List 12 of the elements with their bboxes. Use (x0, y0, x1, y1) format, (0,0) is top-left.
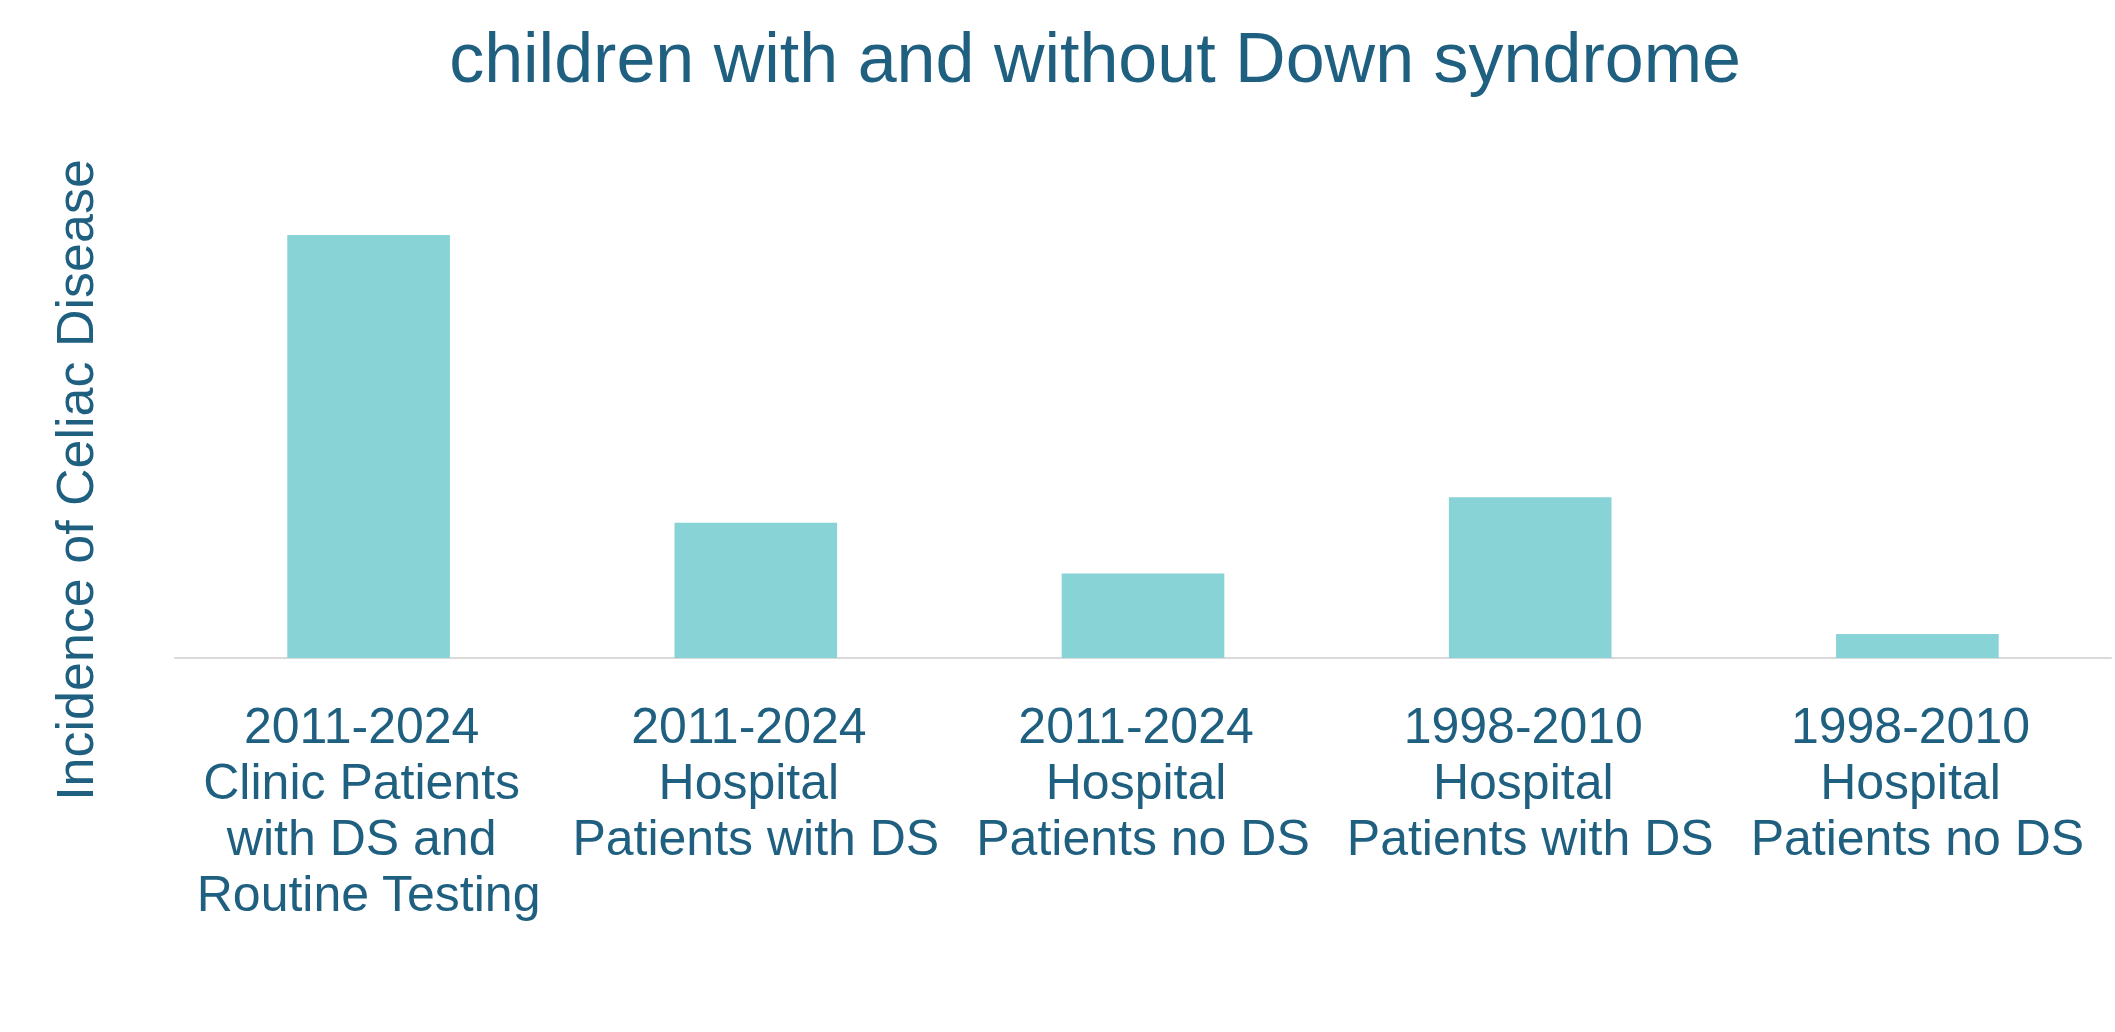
x-tick-label: 1998-2010 Hospital Patients with DS (1346, 698, 1714, 866)
x-tick-label: 2011-2024 Hospital Patients no DS (976, 698, 1310, 866)
bar (287, 235, 450, 658)
x-tick-label: 2011-2024 Hospital Patients with DS (572, 698, 940, 866)
bar (1836, 633, 1999, 658)
x-tick-label: 2011-2024 Clinic Patients with DS and Routine Testing (196, 698, 541, 922)
bar (1061, 573, 1225, 658)
bar (1448, 497, 1612, 658)
chart-title: children with and without Down syndrome (449, 19, 1741, 97)
bar (674, 522, 838, 658)
y-axis-title: Incidence of Celiac Disease (46, 159, 104, 801)
x-tick-label: 1998-2010 Hospital Patients no DS (1750, 698, 2085, 866)
